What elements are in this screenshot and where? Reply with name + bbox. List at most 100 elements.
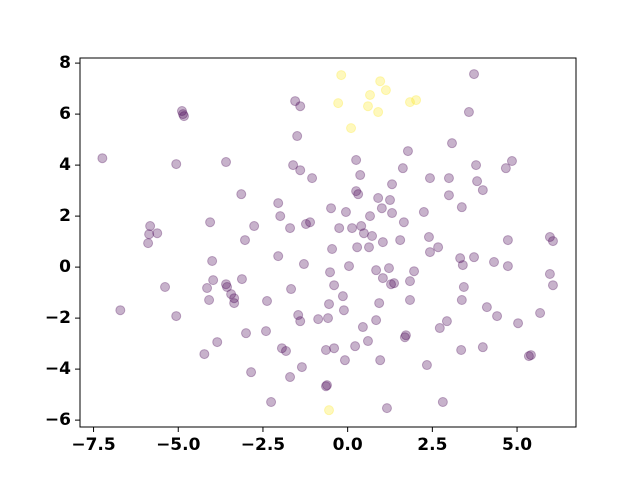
point [365,89,376,100]
point [441,316,452,327]
point [544,268,555,279]
point [371,265,382,276]
point [296,362,307,373]
y-tick-label: 2 [59,206,71,226]
point [323,313,333,324]
point [325,267,336,278]
point [424,173,435,184]
point [456,202,467,213]
point [404,295,415,306]
point [221,279,232,290]
point [295,316,306,327]
point [447,138,457,149]
y-tick-label: 8 [59,53,71,73]
point [226,289,237,300]
point [229,293,240,304]
point [290,96,301,107]
point [337,291,348,302]
point [285,372,296,383]
point [340,207,351,218]
point [350,341,361,352]
point [199,349,210,360]
point [285,223,296,234]
point [443,173,454,184]
point [383,263,394,274]
point [326,203,337,214]
point [246,367,257,378]
point [145,221,156,232]
point [389,278,400,289]
point [358,228,369,239]
point [229,298,240,309]
point [455,253,466,264]
point [346,123,357,134]
point [377,237,388,248]
point [307,173,318,184]
point [144,229,155,240]
point [236,274,247,285]
point [236,189,247,200]
point [386,279,397,290]
point [160,281,171,292]
point [276,343,287,354]
point [424,247,435,258]
point [400,330,411,341]
x-tick-label: 5.0 [502,435,532,455]
point [313,314,324,325]
point [399,332,410,343]
point [295,101,306,112]
x-tick-label: −5.0 [156,435,201,455]
point [241,328,252,339]
point [385,195,395,206]
point [500,163,511,174]
point [338,305,349,316]
point [387,179,398,190]
point [525,350,536,361]
point [434,323,445,334]
point [179,111,190,122]
x-tick-label: 0.0 [333,435,363,455]
point [293,310,304,321]
point [404,97,415,108]
point [329,343,340,354]
point [351,155,362,166]
point [205,217,216,228]
point [363,242,374,253]
point [97,153,108,164]
point [371,315,382,326]
point [204,295,215,306]
point [357,322,368,333]
point [365,211,376,222]
point [344,261,355,272]
point [143,238,154,249]
point [286,284,297,295]
y-tick-label: 4 [59,155,71,175]
x-tick-label: 2.5 [417,435,447,455]
point [288,160,299,171]
point [481,302,492,313]
point [171,311,182,322]
point [402,146,413,157]
point [544,232,555,243]
y-tick-label: −2 [45,308,71,328]
point [437,397,448,408]
point [418,207,429,218]
point [433,242,444,253]
point [458,281,469,292]
point [207,255,218,266]
point [352,242,363,253]
point [492,311,503,322]
point [397,163,408,174]
point [333,98,344,109]
point [262,296,273,307]
point [456,344,467,355]
point [375,355,386,366]
point [547,280,558,291]
y-tick-label: 0 [59,257,71,277]
point [469,69,480,80]
point [177,109,188,120]
point [387,208,398,219]
point [506,156,517,167]
point [477,342,488,353]
